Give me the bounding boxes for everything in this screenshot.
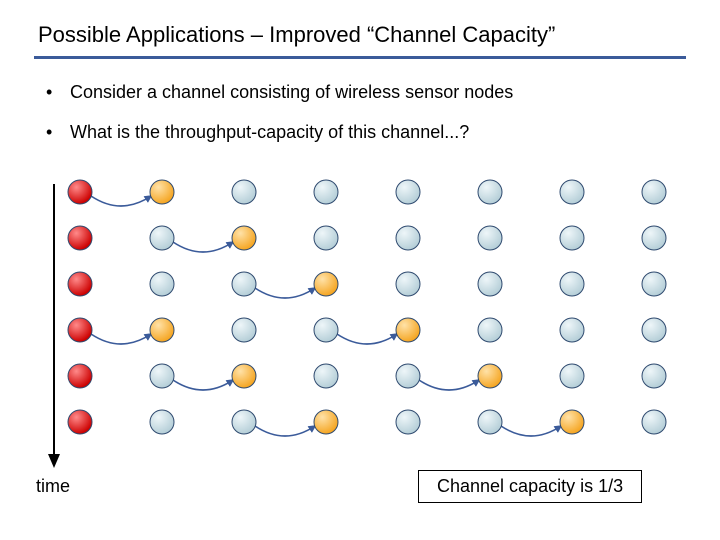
idle-node bbox=[396, 272, 420, 296]
idle-node bbox=[560, 364, 584, 388]
hop-arrow bbox=[91, 334, 151, 344]
source-node bbox=[68, 180, 92, 204]
hop-arrow bbox=[173, 380, 233, 390]
active-node bbox=[396, 318, 420, 342]
idle-node bbox=[560, 318, 584, 342]
idle-node bbox=[560, 180, 584, 204]
bullet-marker: • bbox=[46, 81, 70, 103]
channel-diagram bbox=[60, 178, 700, 478]
bullet-marker: • bbox=[46, 121, 70, 143]
active-node bbox=[232, 226, 256, 250]
active-node bbox=[150, 180, 174, 204]
hop-arrow bbox=[419, 380, 479, 390]
idle-node bbox=[232, 180, 256, 204]
idle-node bbox=[314, 318, 338, 342]
source-node bbox=[68, 318, 92, 342]
bullet-text: What is the throughput-capacity of this … bbox=[70, 121, 469, 143]
idle-node bbox=[232, 272, 256, 296]
hop-arrow bbox=[337, 334, 397, 344]
idle-node bbox=[560, 226, 584, 250]
idle-node bbox=[478, 180, 502, 204]
source-node bbox=[68, 364, 92, 388]
active-node bbox=[314, 410, 338, 434]
active-node bbox=[560, 410, 584, 434]
hop-arrow bbox=[91, 196, 151, 206]
idle-node bbox=[150, 226, 174, 250]
time-axis-label: time bbox=[36, 476, 70, 497]
idle-node bbox=[150, 410, 174, 434]
idle-node bbox=[314, 226, 338, 250]
idle-node bbox=[560, 272, 584, 296]
idle-node bbox=[642, 318, 666, 342]
active-node bbox=[150, 318, 174, 342]
idle-node bbox=[396, 180, 420, 204]
idle-node bbox=[478, 410, 502, 434]
idle-node bbox=[642, 410, 666, 434]
bullet-item: • Consider a channel consisting of wirel… bbox=[46, 81, 720, 103]
idle-node bbox=[478, 318, 502, 342]
active-node bbox=[478, 364, 502, 388]
hop-arrow bbox=[255, 288, 315, 298]
bullet-item: • What is the throughput-capacity of thi… bbox=[46, 121, 720, 143]
hop-arrow bbox=[501, 426, 561, 436]
idle-node bbox=[150, 272, 174, 296]
idle-node bbox=[478, 226, 502, 250]
idle-node bbox=[478, 272, 502, 296]
idle-node bbox=[642, 364, 666, 388]
active-node bbox=[232, 364, 256, 388]
hop-arrow bbox=[173, 242, 233, 252]
source-node bbox=[68, 272, 92, 296]
idle-node bbox=[396, 364, 420, 388]
source-node bbox=[68, 226, 92, 250]
idle-node bbox=[642, 226, 666, 250]
idle-node bbox=[642, 180, 666, 204]
source-node bbox=[68, 410, 92, 434]
idle-node bbox=[314, 180, 338, 204]
idle-node bbox=[150, 364, 174, 388]
hop-arrow bbox=[255, 426, 315, 436]
slide-title: Possible Applications – Improved “Channe… bbox=[0, 0, 720, 56]
idle-node bbox=[396, 410, 420, 434]
active-node bbox=[314, 272, 338, 296]
idle-node bbox=[396, 226, 420, 250]
capacity-caption: Channel capacity is 1/3 bbox=[418, 470, 642, 503]
bullet-text: Consider a channel consisting of wireles… bbox=[70, 81, 513, 103]
idle-node bbox=[232, 410, 256, 434]
bullet-list: • Consider a channel consisting of wirel… bbox=[0, 59, 720, 143]
idle-node bbox=[314, 364, 338, 388]
idle-node bbox=[642, 272, 666, 296]
idle-node bbox=[232, 318, 256, 342]
